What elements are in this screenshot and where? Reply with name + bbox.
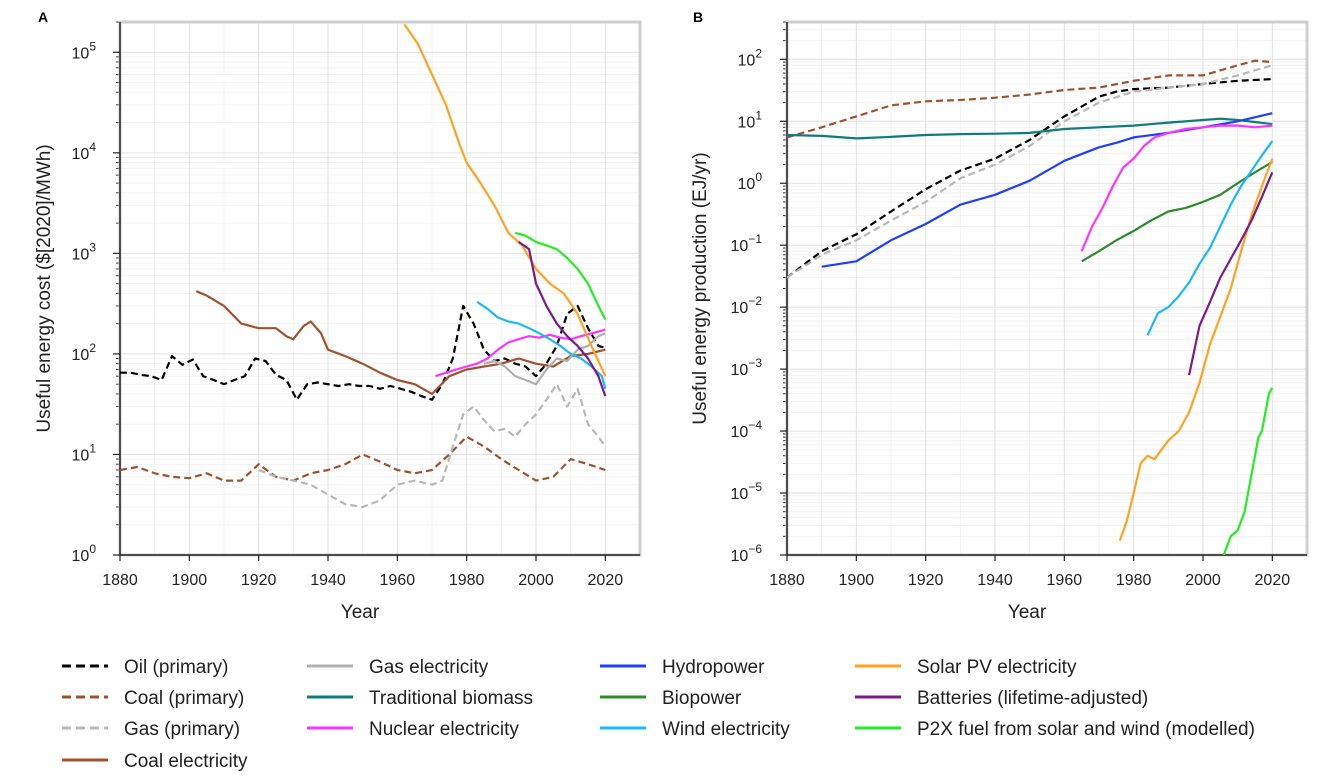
series-line-gas_primary <box>787 64 1273 279</box>
y-tick-label: 10−4 <box>731 418 763 441</box>
legend-label: P2X fuel from solar and wind (modelled) <box>917 719 1255 740</box>
legend-label: Batteries (lifetime-adjusted) <box>917 688 1148 709</box>
x-tick-label: 1980 <box>449 572 485 589</box>
series-line-batteries <box>1188 171 1274 376</box>
legend-label: Gas electricity <box>369 657 489 678</box>
legend: Oil (primary) Coal (primary) Gas (primary)… <box>62 657 1255 772</box>
x-tick-label: 1880 <box>102 572 138 589</box>
series-line-coal_primary <box>120 435 606 482</box>
series-line-gas_elec <box>483 332 606 386</box>
series-line-oil <box>787 78 1273 279</box>
y-tick-label: 10−1 <box>731 232 763 255</box>
legend-item-coal-elec: Coal electricity <box>62 751 248 772</box>
x-tick-label: 1900 <box>839 572 875 589</box>
y-tick-label: 10−2 <box>731 294 763 317</box>
x-tick-label: 1960 <box>380 572 416 589</box>
legend-label: Traditional biomass <box>369 688 533 709</box>
series-line-coal_primary <box>787 59 1273 139</box>
legend-item-solar: Solar PV electricity <box>855 657 1077 678</box>
series-line-oil <box>120 304 606 401</box>
y-axis-label: Useful energy production (EJ/yr) <box>690 152 711 424</box>
x-tick-label: 1960 <box>1047 572 1083 589</box>
series-group <box>787 59 1274 555</box>
x-tick-label: 1920 <box>908 572 944 589</box>
y-tick-label: 102 <box>738 46 763 69</box>
legend-item-wind: Wind electricity <box>600 719 790 740</box>
y-tick-label: 103 <box>72 240 97 263</box>
legend-item-coal-primary: Coal (primary) <box>62 688 244 709</box>
legend-label: Nuclear electricity <box>369 719 519 740</box>
legend-item-oil: Oil (primary) <box>62 657 229 678</box>
x-tick-label: 2000 <box>1185 572 1221 589</box>
y-tick-label: 101 <box>738 108 763 131</box>
x-tick-label: 1880 <box>769 572 805 589</box>
series-line-p2x <box>514 231 607 320</box>
legend-item-gas-elec: Gas electricity <box>307 657 489 678</box>
x-tick-label: 1920 <box>241 572 277 589</box>
series-line-biopower <box>1081 161 1273 263</box>
y-tick-label: 102 <box>72 341 97 364</box>
y-axis-label: Useful energy cost ($[2020]/MWh) <box>34 144 55 432</box>
series-line-trad_biomass <box>787 117 1273 140</box>
legend-label: Solar PV electricity <box>917 657 1077 678</box>
legend-item-nuclear: Nuclear electricity <box>307 719 519 740</box>
panel-letter: B <box>693 9 703 25</box>
x-tick-label: 1940 <box>977 572 1013 589</box>
series-group <box>120 23 607 509</box>
series-line-solar <box>1118 158 1274 542</box>
series-line-nuclear <box>1080 124 1273 252</box>
legend-label: Wind electricity <box>662 719 790 740</box>
legend-label: Hydropower <box>662 657 765 678</box>
x-axis-label: Year <box>1008 602 1047 623</box>
x-tick-label: 1900 <box>172 572 208 589</box>
legend-label: Biopower <box>662 688 742 709</box>
legend-item-batteries: Batteries (lifetime-adjusted) <box>855 688 1148 709</box>
x-tick-label: 2020 <box>1255 572 1291 589</box>
panel-b: 1880 1900 1920 1940 1960 1980 2000 2020 10−6 10−5… <box>690 9 1309 623</box>
legend-label: Oil (primary) <box>124 657 229 678</box>
y-tick-label: 100 <box>738 170 763 193</box>
x-tick-label: 1980 <box>1116 572 1152 589</box>
legend-item-biopower: Biopower <box>600 688 742 709</box>
panel-letter: A <box>38 9 48 25</box>
series-line-batteries <box>518 240 607 397</box>
y-tick-label: 10−5 <box>731 480 763 503</box>
y-tick-label: 104 <box>72 140 97 163</box>
y-tick-label: 10−6 <box>731 542 763 565</box>
legend-item-gas-primary: Gas (primary) <box>62 719 240 740</box>
series-line-coal_elec <box>195 290 606 395</box>
y-tick-label: 105 <box>72 39 97 62</box>
series-line-solar <box>403 23 607 377</box>
legend-item-hydro: Hydropower <box>600 657 765 678</box>
legend-item-trad-biomass: Traditional biomass <box>307 688 533 709</box>
series-line-nuclear <box>435 328 606 378</box>
x-tick-label: 2020 <box>588 572 624 589</box>
x-tick-label: 1940 <box>310 572 346 589</box>
legend-label: Coal electricity <box>124 751 248 772</box>
y-tick-label: 100 <box>72 542 97 565</box>
legend-label: Coal (primary) <box>124 688 244 709</box>
panel-a: 1880 1900 1920 1940 1960 1980 2000 2020 100 101 10… <box>34 9 642 623</box>
series-line-gas_primary <box>258 383 607 509</box>
legend-item-p2x: P2X fuel from solar and wind (modelled) <box>855 719 1255 740</box>
x-axis-label: Year <box>341 602 380 623</box>
series-line-wind <box>476 300 607 390</box>
series-line-p2x <box>1222 387 1274 555</box>
legend-label: Gas (primary) <box>124 719 240 740</box>
y-tick-label: 10−3 <box>731 356 763 379</box>
y-tick-label: 101 <box>72 441 97 464</box>
series-line-wind <box>1146 140 1274 336</box>
x-tick-label: 2000 <box>518 572 554 589</box>
